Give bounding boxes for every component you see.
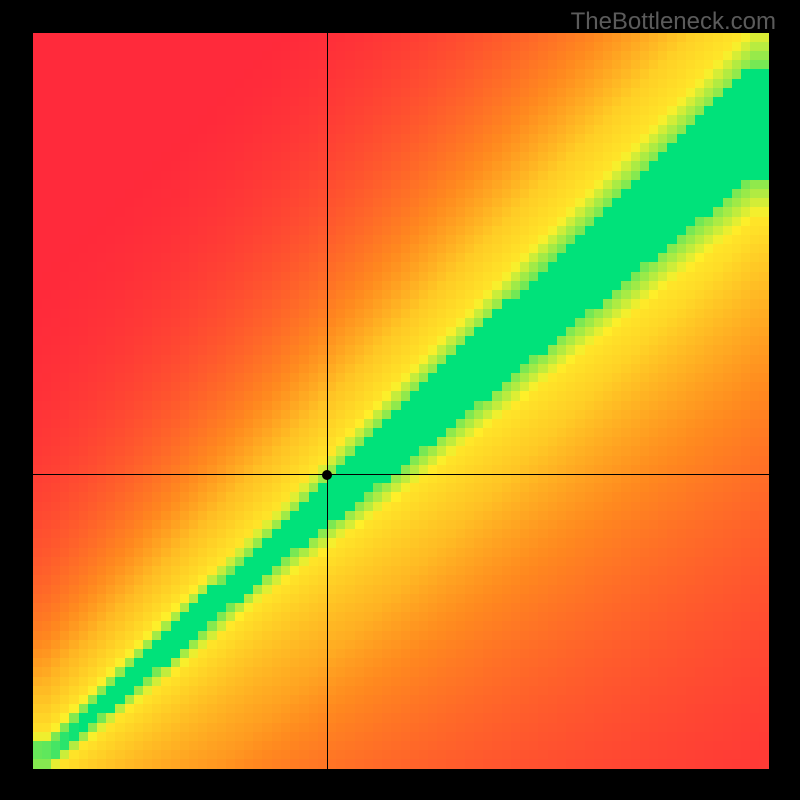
watermark-text: TheBottleneck.com: [571, 8, 776, 36]
chart-frame: TheBottleneck.com: [0, 0, 800, 800]
heatmap-canvas: [33, 33, 769, 769]
